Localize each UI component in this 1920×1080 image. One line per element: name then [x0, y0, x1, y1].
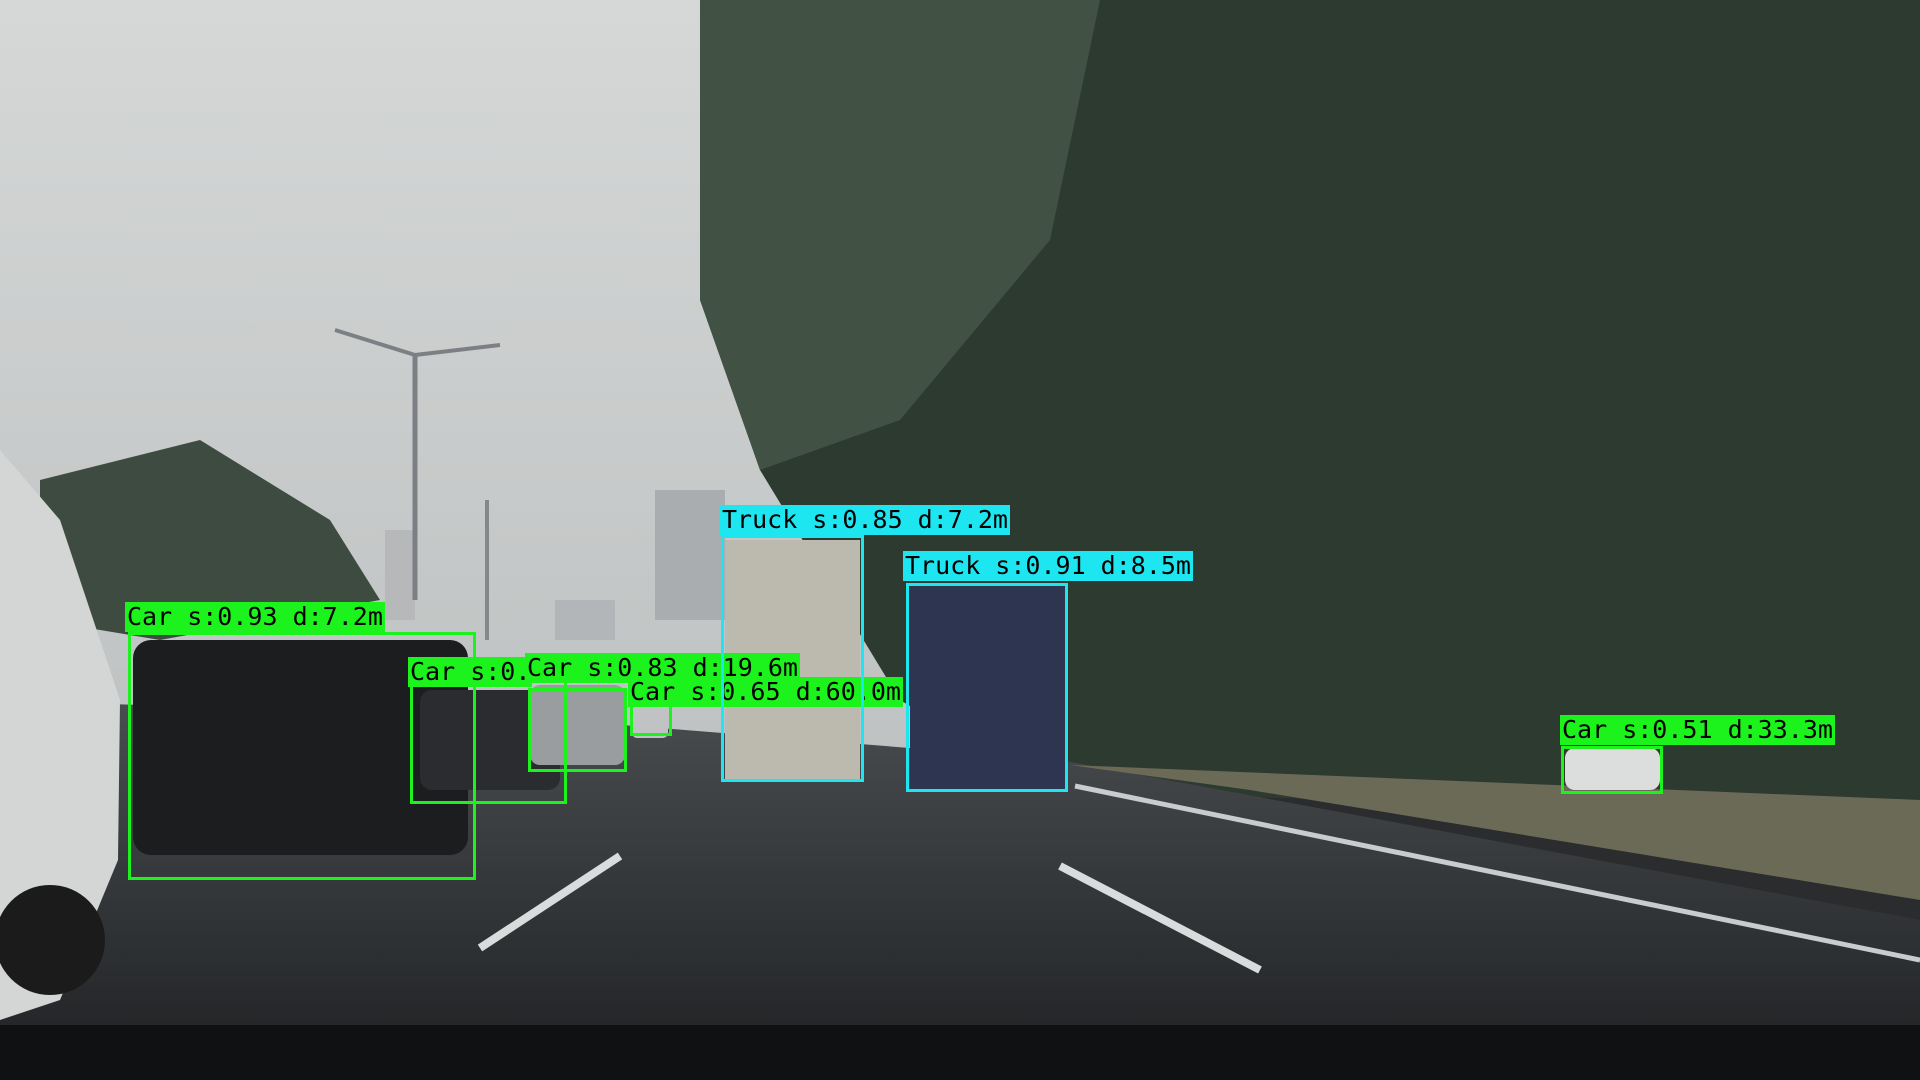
road-verge [1070, 765, 1920, 900]
truck-detection-label: Truck s:0.85 d:7.2m [720, 505, 1010, 535]
dark-sedan [420, 690, 560, 790]
lane-marking [1074, 783, 1920, 963]
car-detection-label: Car s:0.51 d:33.3m [1560, 715, 1835, 745]
lane-marking [477, 852, 623, 952]
distant-car [632, 710, 668, 738]
silver-car [530, 685, 625, 765]
building [555, 600, 615, 640]
car-detection-box [528, 688, 627, 772]
car-detection-box [128, 632, 476, 880]
truck-detection-box [906, 583, 1068, 792]
road [0, 700, 1920, 1080]
car-detection-label: Car s:0. [408, 657, 533, 687]
dashboard [0, 1025, 1920, 1080]
white-car [1565, 748, 1660, 790]
left-trees [40, 440, 380, 640]
truck-detection-box [721, 535, 864, 782]
lane-marking [1058, 862, 1262, 974]
building [385, 530, 415, 620]
car-detection-box [1561, 746, 1663, 794]
car-detection-box [630, 704, 672, 736]
car-detection-label: Car s:0.93 d:7.2m [125, 602, 385, 632]
blue-container-truck [910, 585, 1065, 790]
black-suv [133, 640, 468, 855]
truck-detection-label: Truck s:0.91 d:8.5m [903, 551, 1193, 581]
car-detection-label: Car s:0.65 d:60.0m [628, 677, 903, 707]
white-van [0, 450, 120, 1020]
building [655, 490, 725, 620]
